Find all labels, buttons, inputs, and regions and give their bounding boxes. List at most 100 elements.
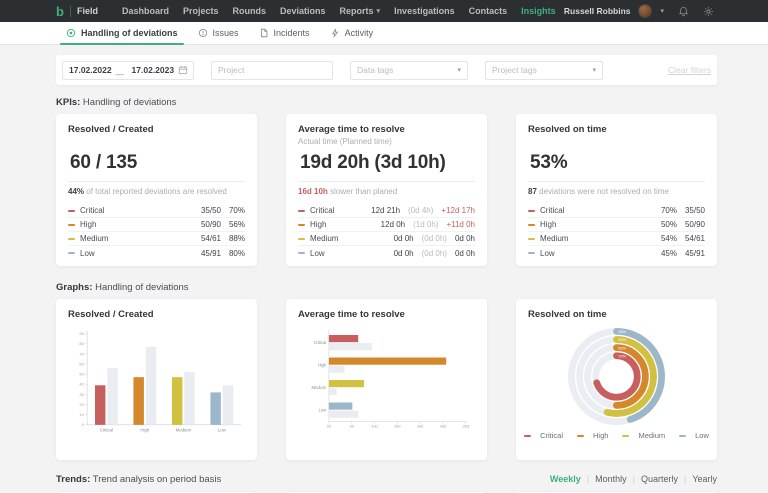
period-selector: Weekly | Monthly | Quarterly | Yearly [550, 474, 717, 484]
nav-item-reports[interactable]: Reports ▾ [340, 6, 381, 16]
row-value: 12d 21h [371, 206, 401, 215]
kpi-priority-table: Critical 70% 35/50 High 50% 50/90 Medium 54% 54/… [528, 204, 705, 260]
hbar-group-high [328, 357, 447, 373]
user-name[interactable]: Russell Robbins [563, 6, 631, 16]
notifications-bell-icon[interactable] [678, 6, 689, 17]
svg-text:45%: 45% [618, 329, 626, 334]
priority-dash-icon [68, 223, 75, 226]
nav-item-label: Investigations [394, 6, 455, 16]
row-value: 56% [228, 220, 245, 229]
kpi-priority-table: Critical 35/50 70% High 50/90 56% Medium 54/61 8… [68, 204, 245, 260]
radial-chart: 45% 54% 50% 70% [568, 328, 665, 425]
kpi-priority-table: Critical 12d 21h (0d 4h) +12d 17h High 12d 0h… [298, 204, 475, 260]
svg-text:35d: 35d [463, 425, 469, 429]
nav-item-label: Reports [339, 6, 374, 16]
hbar-group-medium [328, 380, 365, 396]
table-row-medium: Medium 54/61 88% [68, 232, 245, 246]
table-row-medium: Medium 54% 54/61 [528, 232, 705, 246]
period-yearly[interactable]: Yearly [692, 474, 717, 484]
tab-incidents[interactable]: Incidents [249, 22, 320, 44]
svg-text:Critical: Critical [100, 427, 113, 432]
chevron-down-icon: ▾ [592, 67, 596, 74]
trends-prefix: Trends: [56, 474, 91, 485]
svg-text:50%: 50% [618, 345, 626, 350]
data-tags-placeholder: Data tags [357, 65, 394, 75]
legend-label: Critical [540, 431, 564, 440]
period-weekly[interactable]: Weekly [549, 474, 581, 484]
nav-item-projects[interactable]: Projects [183, 6, 219, 16]
row-value: 50% [660, 220, 677, 229]
top-nav: b Field Dashboard Projects Rounds Deviation… [0, 0, 768, 22]
project-input[interactable] [211, 60, 333, 80]
svg-text:20d: 20d [417, 425, 423, 429]
kpi-note-part: 87 [528, 187, 537, 196]
graph-cards-row: Resolved / Created 0 10 20 30 40 50 60 70 80 90 Cri… [56, 299, 717, 460]
priority-label: Low [310, 248, 325, 258]
period-monthly[interactable]: Monthly [595, 474, 627, 484]
brand[interactable]: b Field [56, 5, 98, 18]
settings-gear-icon[interactable] [703, 6, 714, 17]
priority-dash-icon [298, 252, 305, 254]
chevron-down-icon[interactable]: ▾ [660, 8, 664, 15]
kpi-card-title: Resolved / Created [68, 124, 154, 135]
legend-dash-icon [622, 434, 630, 437]
tab-issues[interactable]: Issues [188, 22, 249, 44]
date-to: 17.02.2023 [131, 65, 175, 75]
project-tags-select[interactable]: Project tags ▾ [485, 60, 603, 80]
nav-item-deviations[interactable]: Deviations [280, 6, 326, 16]
kpis-text: Handling of deviations [80, 97, 177, 108]
row-value: 0d 0h [393, 248, 414, 258]
row-value: 35/50 [684, 206, 705, 215]
priority-dash-icon [528, 223, 535, 226]
nav-item-rounds[interactable]: Rounds [233, 6, 267, 16]
kpi-card-resolved-on-time: Resolved on time 53% 87 deviations were no… [516, 114, 717, 266]
nav-item-dashboard[interactable]: Dashboard [122, 6, 169, 16]
row-value: 70% [228, 206, 245, 215]
svg-text:30d: 30d [440, 425, 446, 429]
date-range-input[interactable]: 17.02.2022 — 17.02.2023 [62, 60, 194, 80]
kpi-note-part: 16d 10h [298, 187, 328, 196]
kpi-card-title: Average time to resolve [298, 124, 405, 135]
ring-medium [576, 336, 657, 417]
nav-item-label: Dashboard [121, 6, 169, 16]
bar-horizontal-chart: 0d 5d 10d 15d 20d 30d 35d Critical High Medium Low [312, 329, 469, 429]
row-value: 0d 0h [454, 234, 475, 243]
sub-tab-bar: Handling of deviations Issues Incidents Act… [0, 22, 768, 45]
data-tags-select[interactable]: Data tags ▾ [350, 60, 468, 80]
table-row-low: Low 45% 45/91 [528, 246, 705, 260]
row-value: +12d 17h [441, 206, 475, 215]
avatar[interactable] [638, 4, 653, 18]
nav-item-contacts[interactable]: Contacts [469, 6, 508, 16]
legend-dash-icon [577, 434, 585, 437]
kpi-big-value: 60 / 135 [68, 148, 245, 182]
activity-icon [330, 28, 340, 38]
tab-label: Issues [212, 28, 239, 38]
kpi-note-part: 44% [68, 187, 85, 196]
priority-label: High [540, 220, 557, 229]
kpi-card-header: Resolved on time [528, 124, 705, 148]
svg-text:10d: 10d [371, 425, 377, 429]
svg-text:Critical: Critical [314, 340, 327, 345]
priority-dash-icon [68, 209, 75, 212]
kpi-note: 16d 10h slower than planed [298, 187, 475, 196]
nav-item-investigations[interactable]: Investigations [394, 6, 455, 16]
chevron-down-icon: ▾ [376, 8, 381, 15]
nav-item-insights[interactable]: Insights [521, 6, 556, 16]
brand-logo-icon: b [56, 3, 64, 19]
tab-activity[interactable]: Activity [320, 22, 384, 44]
svg-text:Low: Low [218, 427, 227, 432]
row-value: 45% [660, 248, 677, 258]
legend-item-high: High [577, 431, 608, 440]
clear-filters-link[interactable]: Clear filters [668, 65, 711, 75]
table-row-low: Low 45/91 80% [68, 246, 245, 260]
tab-handling-of-deviations[interactable]: Handling of deviations [56, 22, 188, 45]
row-value: 80% [228, 248, 245, 258]
priority-label: Critical [80, 206, 105, 215]
nav-item-label: Rounds [232, 6, 267, 16]
period-quarterly[interactable]: Quarterly [640, 474, 678, 484]
period-separator: | [632, 474, 635, 484]
bar-group-low [210, 385, 234, 425]
date-from: 17.02.2022 [69, 65, 112, 75]
row-value: 45/91 [200, 248, 221, 258]
